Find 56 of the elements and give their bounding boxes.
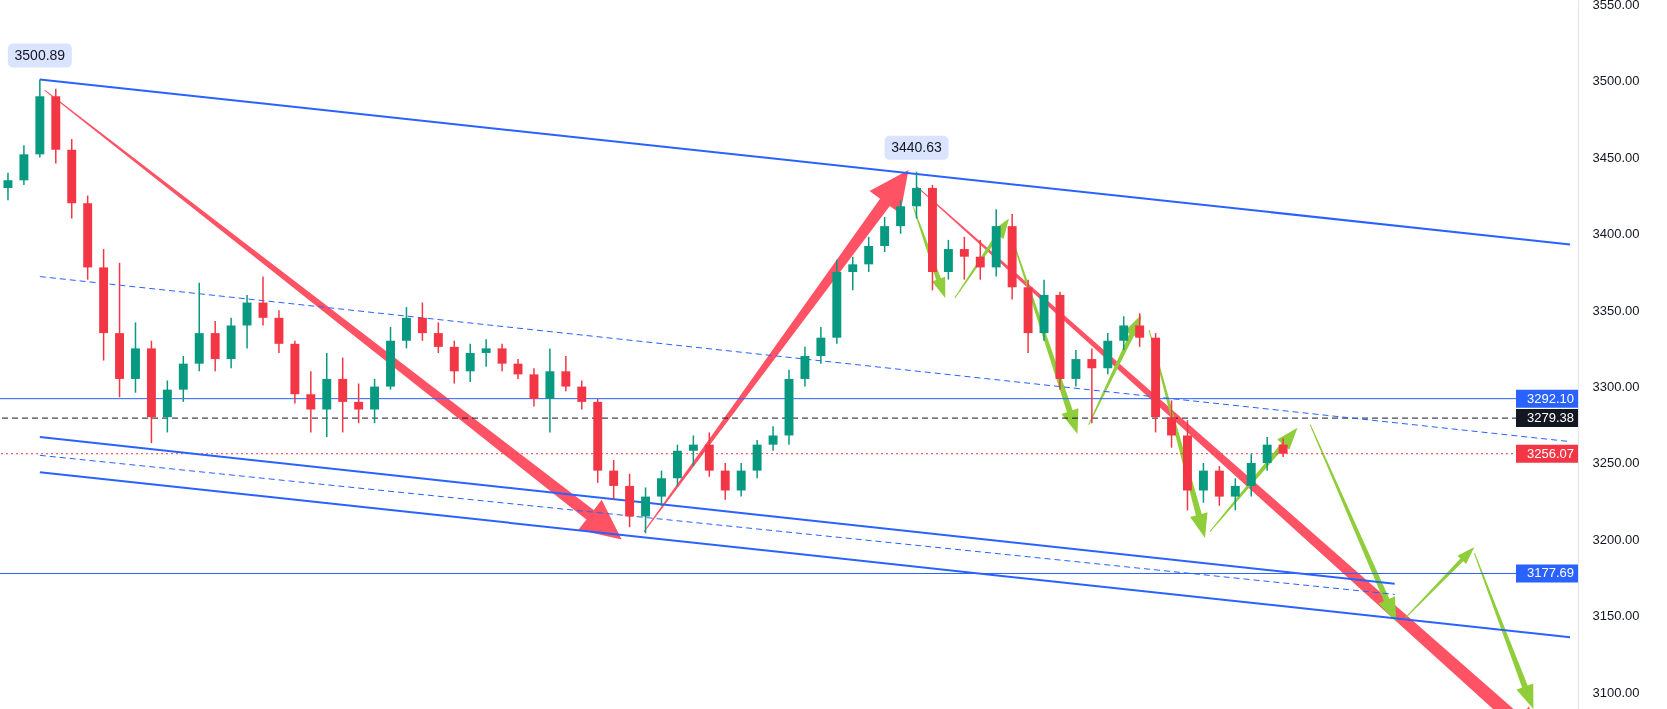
candlestick xyxy=(354,382,364,425)
candlestick xyxy=(242,294,252,350)
y-tick-label: 3450.00 xyxy=(1592,149,1640,165)
candlestick xyxy=(1119,315,1129,351)
candlestick xyxy=(880,216,890,253)
annotation: 3440.63 xyxy=(891,138,943,155)
candlestick xyxy=(816,326,826,365)
candlestick xyxy=(800,346,810,388)
candlestick xyxy=(1230,477,1240,512)
candlestick xyxy=(401,306,411,350)
candlestick xyxy=(959,236,969,281)
ref-line-label: 3256.07 xyxy=(1527,445,1574,461)
candlestick xyxy=(338,356,348,434)
annotation: 3500.89 xyxy=(14,46,66,63)
y-tick-label: 3300.00 xyxy=(1592,379,1640,395)
candlestick xyxy=(943,239,953,281)
y-tick-label: 3150.00 xyxy=(1592,608,1640,624)
candlestick xyxy=(481,338,491,368)
candlestick xyxy=(1135,312,1145,348)
y-tick-label: 3400.00 xyxy=(1592,226,1640,242)
candlestick xyxy=(1198,462,1208,504)
candlestick xyxy=(736,462,746,498)
candlestick xyxy=(1071,349,1081,388)
candlestick xyxy=(1262,436,1272,472)
y-tick-label: 3200.00 xyxy=(1592,531,1640,547)
candlestick xyxy=(1087,347,1097,425)
candlestick xyxy=(465,343,475,383)
candlestick xyxy=(688,434,698,467)
candlestick xyxy=(577,379,587,411)
y-tick-label: 3500.00 xyxy=(1592,73,1640,89)
y-tick-label: 3250.00 xyxy=(1592,455,1640,471)
candlestick xyxy=(1246,453,1256,498)
candlestick xyxy=(561,355,571,392)
candlestick xyxy=(370,378,380,425)
candlestick xyxy=(975,239,985,281)
candlestick xyxy=(720,462,730,501)
candlestick xyxy=(864,236,874,273)
y-tick-label: 3550.00 xyxy=(1592,0,1640,13)
candlestick xyxy=(912,170,921,220)
ref-line-label: 3292.10 xyxy=(1527,390,1574,406)
candlestick xyxy=(848,255,858,292)
candlestick xyxy=(1167,399,1177,449)
candlestick xyxy=(768,425,778,452)
y-tick-label: 3100.00 xyxy=(1592,684,1640,700)
candlestick xyxy=(896,199,906,235)
ref-line-label: 3177.69 xyxy=(1527,565,1574,581)
candlestick xyxy=(3,171,13,201)
candlestick xyxy=(497,343,507,373)
candlestick xyxy=(641,486,651,535)
candlestick xyxy=(657,469,666,507)
y-tick-label: 3350.00 xyxy=(1592,302,1640,318)
candlestick xyxy=(433,321,443,354)
candlestick xyxy=(417,301,427,342)
candlestick xyxy=(609,459,619,501)
candlestick xyxy=(306,370,316,434)
ref-line-label: 3279.38 xyxy=(1527,410,1574,426)
